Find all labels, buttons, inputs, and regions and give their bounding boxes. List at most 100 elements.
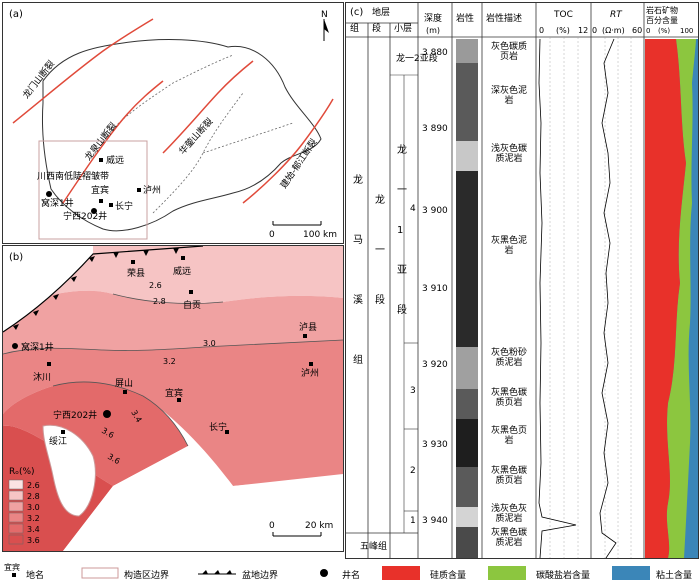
scale-bar: 0 20 km [269, 521, 333, 537]
place-pingshan: 屏山 [115, 378, 133, 389]
header-depth-unit: (m) [426, 26, 440, 35]
place-yibin: 宜宾 [165, 387, 183, 399]
legend-well-marker [320, 569, 328, 577]
panel-a-location-map: (a) N 龙门山断裂 龙泉山断裂 华蓥山断裂 建始-郁江断裂 威远 川西南低陡… [2, 2, 344, 244]
toc-min: 0 [539, 26, 544, 35]
place-luzhou: 泸州 [143, 185, 161, 196]
rt-unit: (Ω·m) [602, 26, 625, 35]
well-ningxi202: 宁西202井 [63, 210, 107, 222]
silica-fill [645, 39, 686, 558]
header-toc: TOC [553, 10, 573, 20]
lith-silty-mudstone [456, 347, 478, 389]
fault-label-jianshi: 建始-郁江断裂 [278, 137, 320, 191]
well-marker [91, 208, 97, 214]
lith-wufeng [456, 527, 478, 558]
ro-legend-swatch [8, 490, 24, 501]
lith-black-shale-2 [456, 419, 478, 467]
ro-legend-value: 3.0 [27, 503, 40, 512]
sichuan-basin-outline [41, 39, 322, 232]
sub2-label: 龙一2亚段 [396, 52, 438, 64]
lith-description: 浅灰色灰质泥岩 [491, 502, 527, 524]
wufeng-label: 五峰组 [360, 540, 387, 552]
mineral-title-2: 百分含量 [646, 15, 678, 25]
legend-basin: 盆地边界 [242, 569, 278, 581]
ro-legend-value: 2.6 [27, 481, 40, 490]
svg-text:0: 0 [269, 230, 275, 240]
lith-light-mudstone [456, 141, 478, 171]
north-arrow-icon: N [321, 10, 329, 41]
lith-black-mudstone [456, 171, 478, 347]
lith-description: 灰色粉砂质泥岩 [491, 346, 527, 368]
mineral-min: 0 [646, 27, 650, 35]
header-sublayer: 小层 [394, 23, 412, 34]
rt-min: 0 [592, 26, 597, 35]
outside-basin-area [3, 246, 93, 332]
ro-legend-swatch [8, 523, 24, 534]
bottom-legend: 宜宾 地名 构造区边界 盆地边界 井名 硅质含量 碳酸盐岩含量 粘土含量 [0, 560, 700, 583]
ro-legend: 2.6 2.8 3.0 3.2 3.4 3.6 [8, 479, 40, 545]
lith-black-shale-3 [456, 467, 478, 507]
svg-text:0: 0 [269, 521, 275, 531]
ro-zone-3.2 [3, 340, 343, 486]
contour-line [2, 339, 344, 355]
fault-label-longmenshan: 龙门山断裂 [20, 58, 57, 101]
place-marker [99, 199, 103, 203]
place-luzhou: 泸州 [301, 368, 319, 379]
mineral-title-1: 岩石矿物 [646, 5, 678, 15]
panel-b-label: (b) [9, 252, 23, 263]
place-rongxian: 荣县 [127, 267, 145, 279]
grid-lines [549, 37, 632, 558]
lith-carbonaceous-shale [456, 39, 478, 63]
ro-legend-title: Rₒ(%) [9, 467, 35, 477]
panel-c-label: (c) [350, 7, 363, 18]
sub1-label: 龙一 1 亚段 [397, 143, 407, 316]
well-woshen1: 窝深1井 [41, 197, 74, 209]
legend-clay: 粘土含量 [656, 569, 692, 581]
contour-line [112, 293, 224, 304]
scale-bar: 0 100 km [269, 221, 337, 240]
legend-svg: 宜宾 地名 构造区边界 盆地边界 井名 硅质含量 碳酸盐岩含量 粘土含量 [4, 562, 692, 581]
contour-label: 3.0 [203, 339, 216, 348]
place-marker [189, 290, 193, 294]
lith-descriptions: 灰色碳质页岩深灰色泥岩浅灰色碳质泥岩灰黑色泥岩灰色粉砂质泥岩灰黑色碳质页岩灰黑色… [491, 40, 527, 548]
lith-description: 深灰色泥岩 [491, 84, 527, 106]
lith-black-shale [456, 389, 478, 419]
place-marker [303, 334, 307, 338]
lith-description: 浅灰色碳质泥岩 [491, 142, 527, 164]
place-marker [137, 188, 141, 192]
place-marker [99, 158, 103, 162]
region-label: 川西南低陡褶皱带 [37, 170, 109, 182]
place-yibin: 宜宾 [91, 184, 109, 196]
contour-line [52, 381, 189, 447]
place-marker [47, 362, 51, 366]
ro-legend-swatch [8, 534, 24, 545]
lith-limy-mudstone [456, 507, 478, 527]
legend-carbonate: 碳酸盐岩含量 [536, 569, 590, 581]
place-marker [109, 203, 113, 207]
lith-description: 灰黑色碳质页岩 [491, 464, 527, 486]
basin-boundary [2, 245, 204, 333]
carbonate-fill [666, 39, 696, 558]
toc-unit: (%) [556, 26, 570, 35]
fault-line [62, 80, 164, 204]
place-marker [309, 362, 313, 366]
location-map-svg: (a) N 龙门山断裂 龙泉山断裂 华蓥山断裂 建始-郁江断裂 威远 川西南低陡… [9, 9, 337, 240]
place-marker [131, 260, 135, 264]
header-rt: RT [610, 10, 623, 20]
ro-zone-3.4 [3, 381, 188, 486]
ro-legend-value: 2.8 [27, 492, 40, 501]
depth-tick: 3 900 [422, 206, 448, 216]
ro-legend-value: 3.4 [27, 525, 40, 534]
place-marker [123, 390, 127, 394]
depth-tick: 3 930 [422, 440, 448, 450]
header-depth: 深度 [424, 12, 442, 24]
contour-label: 3.2 [163, 357, 176, 366]
place-luxian: 泸县 [299, 322, 317, 333]
legend-silica-swatch [382, 566, 420, 580]
ro-zone-2.8 [3, 246, 343, 306]
place-weiyuan: 威远 [173, 265, 191, 277]
rt-curve [599, 38, 617, 559]
header-lithology: 岩性 [456, 12, 474, 24]
ro-legend-swatch [8, 479, 24, 490]
group-longmaxi: 龙马溪组 [353, 173, 363, 366]
